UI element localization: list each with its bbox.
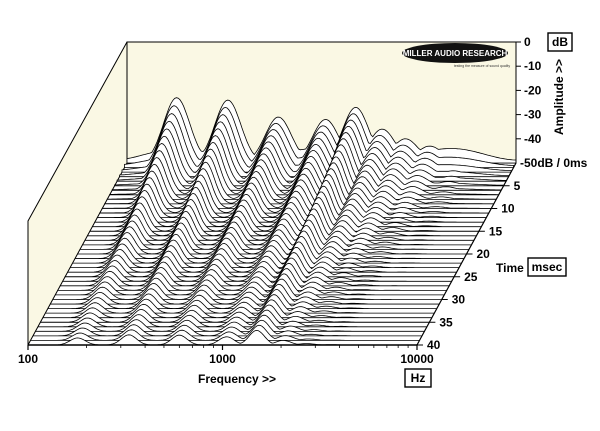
db-unit-label: dB (552, 35, 568, 49)
amplitude-tick-label: -30 (524, 108, 542, 122)
amplitude-tick-label: 0 (524, 35, 531, 49)
frequency-axis-label: Frequency >> (198, 372, 276, 386)
amplitude-tick-label: -20 (524, 83, 542, 97)
frequency-tick-label: 1000 (209, 352, 236, 366)
waterfall-traces (28, 97, 517, 346)
time-tick-label: 30 (452, 293, 466, 307)
db-unit-box (547, 32, 573, 52)
time-axis-label: Time (496, 261, 524, 275)
time-tick-label: 10 (501, 202, 515, 216)
amplitude-tick-label: -40 (524, 132, 542, 146)
frequency-tick-label: 10000 (400, 352, 434, 366)
time-tick-label: 20 (477, 247, 491, 261)
time-tick-label: 5 (514, 179, 521, 193)
amplitude-floor-label: -50dB / 0ms (520, 156, 588, 170)
time-tick-label: 35 (439, 315, 453, 329)
logo-text: MILLER AUDIO RESEARCH (403, 49, 508, 58)
amplitude-tick-label: -10 (524, 59, 542, 73)
hz-unit-box (404, 368, 432, 388)
time-tick-label: 40 (427, 338, 441, 352)
frequency-tick-label: 100 (18, 352, 38, 366)
time-tick-label: 15 (489, 224, 503, 238)
miller-audio-research-logo: MILLER AUDIO RESEARCH testing the measur… (402, 43, 510, 68)
frequency-axis-ticks: 100 1000 10000 (18, 345, 434, 366)
msec-unit-box (527, 257, 567, 277)
logo-tagline: testing the measure of sound quality (454, 64, 510, 68)
amplitude-axis-label: Amplitude >> (552, 59, 566, 135)
amplitude-axis-ticks: 0 -10 -20 -30 -40 (516, 35, 542, 146)
msec-unit-label: msec (532, 260, 563, 274)
time-tick-label: 25 (464, 270, 478, 284)
hz-unit-label: Hz (411, 371, 426, 385)
time-axis-ticks: 5 10 15 20 25 30 35 40 (417, 179, 521, 352)
